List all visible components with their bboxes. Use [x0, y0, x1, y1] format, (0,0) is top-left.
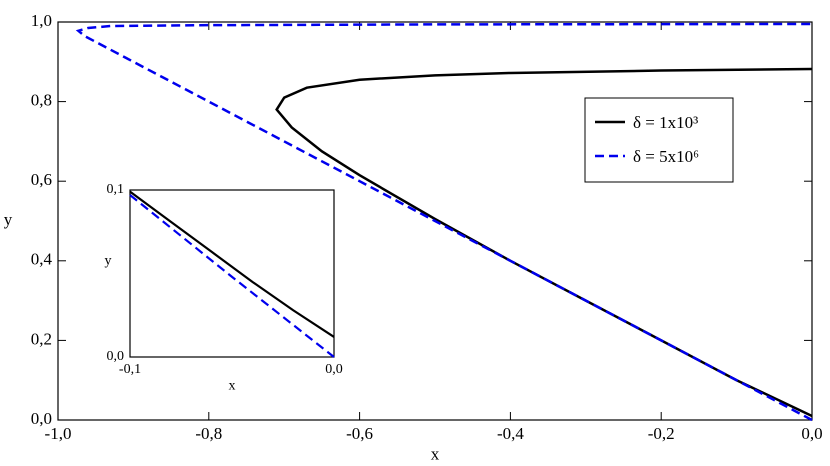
y-tick-label: 0,0 — [107, 349, 125, 364]
y-tick-label: 0,8 — [31, 91, 52, 110]
y-axis-label: y — [105, 254, 112, 269]
series-line — [129, 190, 335, 338]
series-line — [75, 22, 813, 422]
y-tick-label: 0,6 — [31, 170, 52, 189]
x-tick-label: -0,1 — [119, 362, 141, 377]
x-tick-label: -0,8 — [195, 424, 222, 443]
legend-box — [584, 97, 734, 183]
y-tick-label: 0,4 — [31, 250, 53, 269]
series-line — [129, 194, 335, 358]
x-axis-label: x — [229, 379, 236, 394]
x-tick-label: -0,4 — [497, 424, 524, 443]
y-axis-label: y — [4, 210, 13, 229]
x-tick-label: 0,0 — [801, 424, 822, 443]
legend-label: δ = 1x10³ — [633, 113, 698, 132]
x-tick-label: -1,0 — [45, 424, 72, 443]
x-tick-label: 0,0 — [325, 362, 343, 377]
y-tick-label: 1,0 — [31, 11, 52, 30]
legend-label: δ = 5x10⁶ — [633, 147, 699, 166]
y-tick-label: 0,1 — [107, 182, 125, 197]
y-tick-label: 0,0 — [31, 409, 52, 428]
x-axis-label: x — [431, 445, 440, 464]
y-tick-label: 0,2 — [31, 329, 52, 348]
x-tick-label: -0,6 — [346, 424, 373, 443]
x-tick-label: -0,2 — [648, 424, 675, 443]
